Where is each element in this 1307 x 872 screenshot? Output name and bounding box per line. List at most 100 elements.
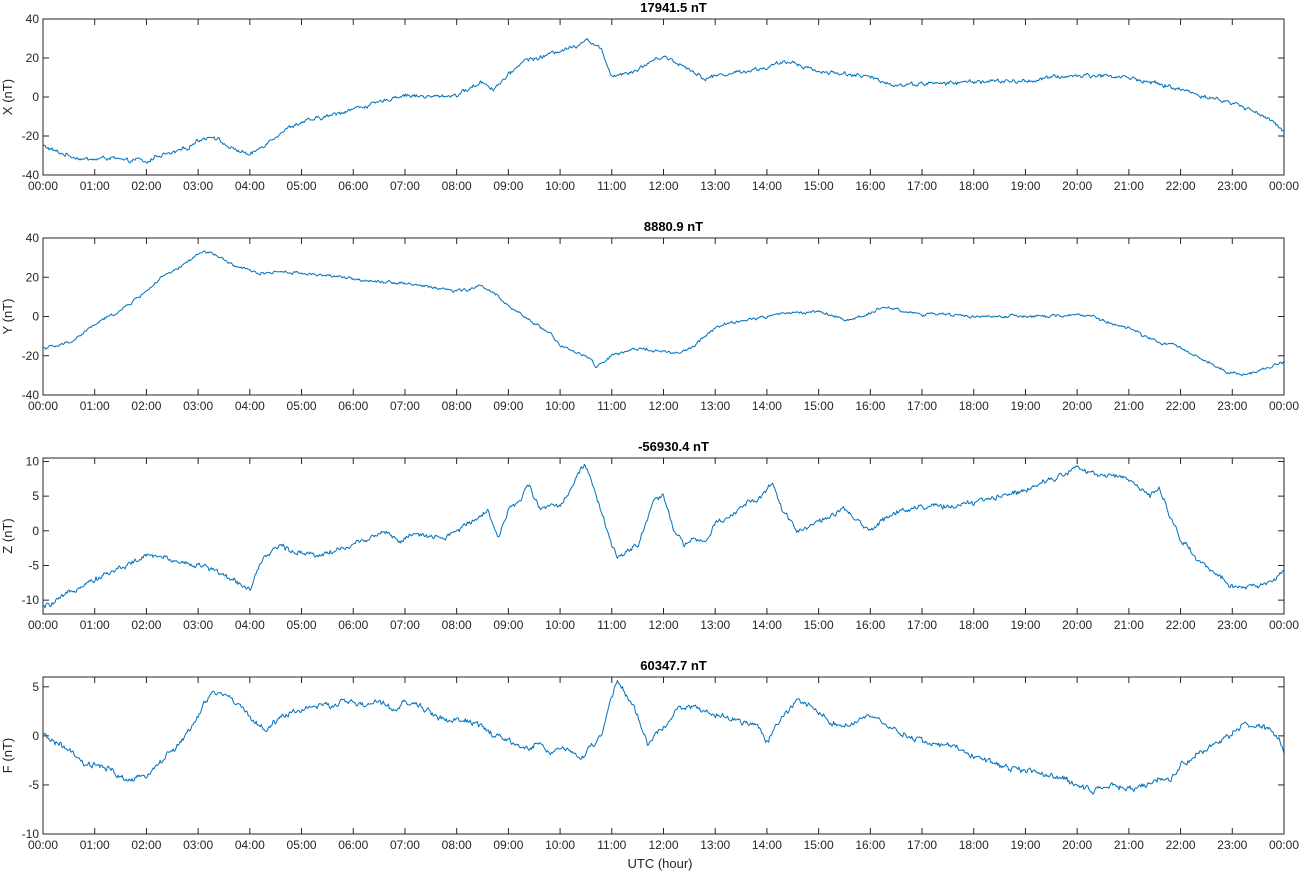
- y-tick-label: 0: [32, 310, 39, 324]
- x-tick-label: 21:00: [1114, 838, 1144, 852]
- y-axis-label: X (nT): [0, 79, 15, 115]
- y-tick-label: 5: [32, 489, 39, 503]
- series-line: [42, 679, 1285, 795]
- x-tick-label: 23:00: [1217, 399, 1247, 413]
- panel-title: 60347.7 nT: [640, 658, 707, 673]
- x-tick-label: 09:00: [493, 179, 523, 193]
- series-line: [42, 38, 1285, 164]
- y-tick-label: 0: [32, 524, 39, 538]
- x-tick-label: 15:00: [804, 179, 834, 193]
- y-tick-label: -10: [22, 593, 40, 607]
- axes-box: [42, 18, 1285, 176]
- x-tick-label: 17:00: [907, 838, 937, 852]
- x-tick-label: 18:00: [959, 618, 989, 632]
- y-axis-label: Y (nT): [0, 299, 15, 335]
- x-tick-label: 05:00: [287, 838, 317, 852]
- axes-box: [42, 237, 1285, 396]
- y-axis-label: Z (nT): [0, 518, 15, 553]
- x-tick-label: 02:00: [131, 179, 161, 193]
- x-tick-label: 13:00: [700, 399, 730, 413]
- x-tick-label: 04:00: [235, 179, 265, 193]
- x-tick-label: 00:00: [1269, 618, 1299, 632]
- x-tick-label: 15:00: [804, 838, 834, 852]
- x-tick-label: 16:00: [855, 618, 885, 632]
- x-tick-label: 20:00: [1062, 399, 1092, 413]
- y-tick-label: 0: [32, 729, 39, 743]
- x-tick-label: 07:00: [390, 399, 420, 413]
- y-tick-label: -5: [28, 778, 39, 792]
- x-tick-label: 05:00: [287, 618, 317, 632]
- x-tick-label: 02:00: [131, 618, 161, 632]
- x-tick-label: 06:00: [338, 618, 368, 632]
- x-tick-label: 19:00: [1010, 179, 1040, 193]
- y-tick-label: -5: [28, 558, 39, 572]
- x-tick-label: 23:00: [1217, 838, 1247, 852]
- panel-3: 00:00 01:00 02:00 03:00 04:00 05:00 06:00 07:00…: [0, 439, 1299, 632]
- x-tick-label: 14:00: [752, 179, 782, 193]
- x-tick-label: 01:00: [80, 179, 110, 193]
- x-tick-label: 21:00: [1114, 399, 1144, 413]
- x-tick-label: 05:00: [287, 399, 317, 413]
- x-tick-label: 10:00: [545, 179, 575, 193]
- x-tick-label: 17:00: [907, 179, 937, 193]
- x-tick-label: 14:00: [752, 838, 782, 852]
- x-tick-label: 09:00: [493, 618, 523, 632]
- x-tick-label: 06:00: [338, 838, 368, 852]
- y-tick-label: -10: [22, 827, 40, 841]
- y-tick-label: 20: [26, 51, 40, 65]
- x-tick-label: 18:00: [959, 179, 989, 193]
- x-tick-label: 02:00: [131, 838, 161, 852]
- x-tick-label: 16:00: [855, 179, 885, 193]
- x-tick-label: 11:00: [597, 838, 626, 852]
- axes-box: [42, 457, 1285, 615]
- x-tick-label: 07:00: [390, 179, 420, 193]
- x-tick-label: 00:00: [28, 838, 58, 852]
- x-tick-label: 23:00: [1217, 618, 1247, 632]
- x-tick-label: 22:00: [1166, 179, 1196, 193]
- x-tick-label: 12:00: [648, 838, 678, 852]
- x-tick-label: 13:00: [700, 838, 730, 852]
- y-tick-label: 20: [26, 270, 40, 284]
- panel-4: 00:00 01:00 02:00 03:00 04:00 05:00 06:00 07:00…: [0, 658, 1299, 852]
- x-tick-label: 16:00: [855, 838, 885, 852]
- x-tick-label: 16:00: [855, 399, 885, 413]
- x-tick-label: 21:00: [1114, 179, 1144, 193]
- x-tick-label: 08:00: [442, 618, 472, 632]
- x-tick-label: 03:00: [183, 618, 213, 632]
- panel-title: 8880.9 nT: [644, 219, 703, 234]
- x-tick-label: 10:00: [545, 618, 575, 632]
- x-tick-label: 10:00: [545, 838, 575, 852]
- x-tick-label: 11:00: [597, 618, 626, 632]
- x-tick-label: 03:00: [183, 179, 213, 193]
- y-tick-label: 40: [26, 231, 40, 245]
- x-tick-label: 19:00: [1010, 399, 1040, 413]
- y-tick-label: -20: [22, 349, 40, 363]
- x-tick-label: 22:00: [1166, 618, 1196, 632]
- x-tick-label: 03:00: [183, 838, 213, 852]
- panel-2: 00:00 01:00 02:00 03:00 04:00 05:00 06:00 07:00…: [0, 219, 1299, 413]
- x-tick-label: 17:00: [907, 399, 937, 413]
- x-tick-label: 08:00: [442, 838, 472, 852]
- x-tick-label: 23:00: [1217, 179, 1247, 193]
- x-tick-label: 02:00: [131, 399, 161, 413]
- series-line: [43, 250, 1285, 377]
- x-tick-label: 12:00: [648, 399, 678, 413]
- x-tick-label: 07:00: [390, 838, 420, 852]
- x-tick-label: 11:00: [597, 399, 626, 413]
- x-tick-label: 05:00: [287, 179, 317, 193]
- x-tick-label: 11:00: [597, 179, 626, 193]
- x-tick-label: 04:00: [235, 618, 265, 632]
- y-tick-label: -40: [22, 168, 40, 182]
- x-tick-label: 18:00: [959, 399, 989, 413]
- y-axis-label: F (nT): [0, 738, 15, 773]
- x-tick-label: 15:00: [804, 618, 834, 632]
- panel-title: -56930.4 nT: [638, 439, 709, 454]
- x-tick-label: 04:00: [235, 838, 265, 852]
- x-tick-label: 00:00: [28, 399, 58, 413]
- x-tick-label: 01:00: [80, 399, 110, 413]
- x-tick-label: 14:00: [752, 399, 782, 413]
- x-tick-label: 08:00: [442, 399, 472, 413]
- x-tick-label: 12:00: [648, 618, 678, 632]
- x-tick-label: 21:00: [1114, 618, 1144, 632]
